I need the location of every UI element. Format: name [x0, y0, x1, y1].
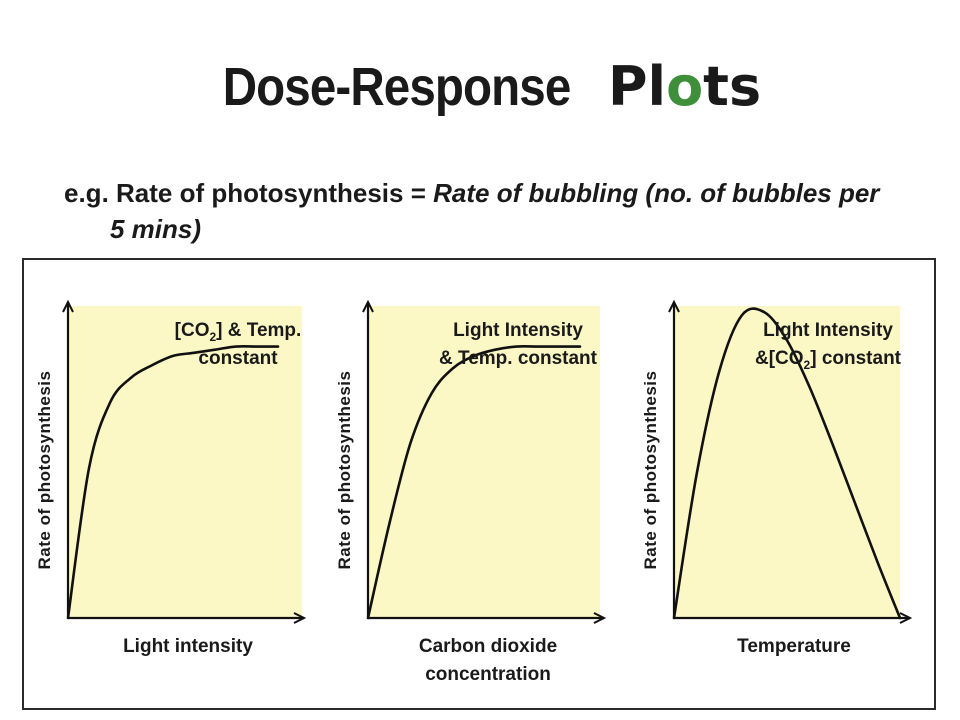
series-line [66, 345, 280, 620]
annotation-part: Light Intensity [453, 320, 583, 341]
series-line [672, 307, 902, 620]
title-main: Dose-Response [222, 57, 572, 117]
series-line [366, 345, 582, 620]
slide-subtitle: e.g. Rate of photosynthesis = Rate of bu… [64, 175, 924, 247]
annotation-part: ] & Temp. [216, 320, 301, 341]
title-plots-letter: t [703, 55, 729, 118]
title-plots-letter: o [666, 55, 704, 118]
subtitle-emphasis-line1: Rate of bubbling (no. of bubbles per [433, 178, 880, 208]
title-plots-letter: P [607, 55, 648, 118]
annotation-part: Light Intensity [763, 320, 893, 341]
y-axis-label: Rate of photosynthesis [641, 371, 660, 570]
annotation-part: & Temp. constant [439, 348, 598, 369]
chart-1: Rate of photosynthesis Light intensity [CO… [35, 299, 307, 657]
title-plots-letter: s [729, 55, 762, 118]
chart-2: Rate of photosynthesis Carbon dioxide conc… [335, 299, 607, 685]
chart-3: Rate of photosynthesis Temperature Light I… [641, 299, 913, 657]
x-axis-arrowhead [899, 612, 913, 624]
annotation-text: Light Intensity [453, 320, 583, 341]
y-axis-label: Rate of photosynthesis [35, 371, 54, 570]
y-axis-arrowhead [362, 299, 374, 313]
annotation-part: &[CO [755, 348, 804, 369]
annotation-part: [CO [175, 320, 210, 341]
subtitle-prefix: e.g. Rate of photosynthesis = [64, 178, 434, 208]
slide-title: Dose-Response Plots [0, 52, 960, 122]
x-axis-arrowhead [593, 612, 607, 624]
title-plots-letter: l [647, 55, 667, 118]
x-axis-arrowhead [293, 612, 307, 624]
y-axis-arrowhead [62, 299, 74, 313]
annotation-part: ] constant [810, 348, 901, 369]
annotation-subscript: 2 [804, 358, 811, 372]
x-axis-label: Carbon dioxide [419, 636, 557, 657]
plot-area-background [674, 306, 900, 618]
annotation-text: & Temp. constant [439, 348, 598, 369]
figure-panel: Rate of photosynthesis Light intensity [CO… [22, 258, 936, 710]
annotation-part: constant [198, 348, 278, 369]
y-axis-arrowhead [668, 299, 680, 313]
annotation-text: Light Intensity [763, 320, 893, 341]
x-axis-label: Light intensity [123, 636, 253, 657]
annotation-text: constant [198, 348, 278, 369]
charts-svg: Rate of photosynthesis Light intensity [CO… [35, 299, 913, 685]
plot-area-background [368, 306, 600, 618]
annotation-text: &[CO2] constant [755, 348, 902, 372]
y-axis-label: Rate of photosynthesis [335, 371, 354, 570]
plot-area-background [68, 306, 302, 618]
annotation-subscript: 2 [209, 330, 216, 344]
x-axis-label: Temperature [737, 636, 851, 657]
annotation-text: [CO2] & Temp. [175, 320, 302, 344]
x-axis-label: concentration [425, 664, 551, 685]
title-plots: Plots [608, 55, 761, 118]
subtitle-emphasis-line2: 5 mins) [110, 214, 202, 244]
